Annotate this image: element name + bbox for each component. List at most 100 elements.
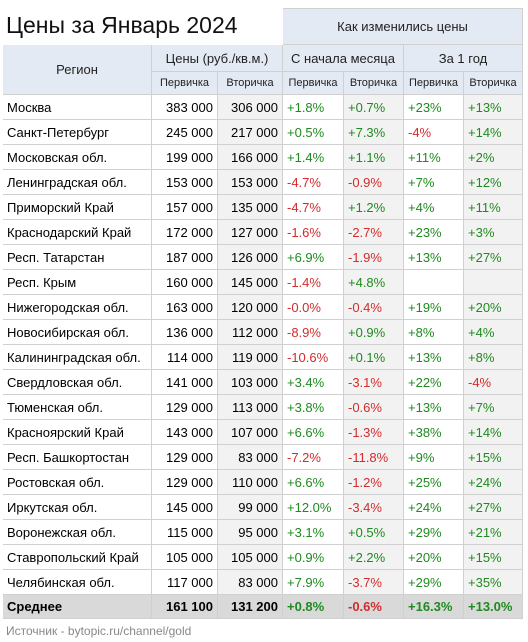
table-cell: 306 000 <box>218 95 283 120</box>
table-cell: 160 000 <box>152 270 218 295</box>
table-cell <box>404 270 464 295</box>
table-cell: +14% <box>464 120 523 145</box>
table-cell: 83 000 <box>218 445 283 470</box>
table-cell: 95 000 <box>218 520 283 545</box>
sub-header: Первичка <box>283 72 344 95</box>
sub-header: Первичка <box>152 72 218 95</box>
total-cell: 131 200 <box>218 595 283 619</box>
table-cell: +3.4% <box>283 370 344 395</box>
table-cell: +29% <box>404 570 464 595</box>
sub-header: Первичка <box>404 72 464 95</box>
title: Цены за Январь 2024 <box>6 12 238 38</box>
table-cell: +1.4% <box>283 145 344 170</box>
table-cell: Челябинская обл. <box>3 570 152 595</box>
table-cell: +23% <box>404 220 464 245</box>
table-cell: 83 000 <box>218 570 283 595</box>
table-cell: 119 000 <box>218 345 283 370</box>
table-cell: +15% <box>464 545 523 570</box>
table-cell: 115 000 <box>152 520 218 545</box>
table-cell: 163 000 <box>152 295 218 320</box>
table-cell: Ростовская обл. <box>3 470 152 495</box>
table-cell: 129 000 <box>152 470 218 495</box>
total-cell: -0.6% <box>344 595 404 619</box>
table-cell: -1.4% <box>283 270 344 295</box>
table-cell: +25% <box>404 470 464 495</box>
table-cell: 103 000 <box>218 370 283 395</box>
table-cell: Приморский Край <box>3 195 152 220</box>
table-cell: Краснодарский Край <box>3 220 152 245</box>
table-cell: -3.1% <box>344 370 404 395</box>
table-cell: +0.9% <box>283 545 344 570</box>
table-cell: +1.1% <box>344 145 404 170</box>
table-cell: +0.7% <box>344 95 404 120</box>
table-cell: 383 000 <box>152 95 218 120</box>
table-cell: +29% <box>404 520 464 545</box>
table-cell: +27% <box>464 495 523 520</box>
table-cell: Красноярский Край <box>3 420 152 445</box>
table-cell: +0.9% <box>344 320 404 345</box>
table-cell: +15% <box>464 445 523 470</box>
table-cell: -3.4% <box>344 495 404 520</box>
table-cell: +0.5% <box>344 520 404 545</box>
table-cell: +3% <box>464 220 523 245</box>
total-cell: Среднее <box>3 595 152 619</box>
table-cell: +7% <box>404 170 464 195</box>
table-cell: +6.9% <box>283 245 344 270</box>
table-cell: +12% <box>464 170 523 195</box>
total-cell: 161 100 <box>152 595 218 619</box>
table-cell: 145 000 <box>152 495 218 520</box>
table-cell: 245 000 <box>152 120 218 145</box>
table-cell: Новосибирская обл. <box>3 320 152 345</box>
table-cell: Санкт-Петербург <box>3 120 152 145</box>
table-cell: +13% <box>404 245 464 270</box>
table-cell: -4% <box>404 120 464 145</box>
table-cell: 153 000 <box>152 170 218 195</box>
table-cell: 107 000 <box>218 420 283 445</box>
table-cell: 136 000 <box>152 320 218 345</box>
total-cell: +16.3% <box>404 595 464 619</box>
table-cell: +7.3% <box>344 120 404 145</box>
table-cell: -1.9% <box>344 245 404 270</box>
table-cell: 105 000 <box>218 545 283 570</box>
table-cell: +3.8% <box>283 395 344 420</box>
table-cell: +1.8% <box>283 95 344 120</box>
column-header: Цены (руб./кв.м.) <box>152 45 283 72</box>
source: Источник - bytopic.ru/channel/gold <box>6 624 192 638</box>
table-cell: -4.7% <box>283 195 344 220</box>
table-cell: -4.7% <box>283 170 344 195</box>
table-cell: Респ. Башкортостан <box>3 445 152 470</box>
table-cell: Ставропольский Край <box>3 545 152 570</box>
table-cell: +8% <box>464 345 523 370</box>
table-cell: +0.5% <box>283 120 344 145</box>
sub-header: Вторичка <box>218 72 283 95</box>
table-cell: +8% <box>404 320 464 345</box>
table-cell: 172 000 <box>152 220 218 245</box>
table-cell: +4.8% <box>344 270 404 295</box>
table-cell: +11% <box>404 145 464 170</box>
table-cell: +35% <box>464 570 523 595</box>
table-cell: +24% <box>404 495 464 520</box>
table-cell: +13% <box>404 395 464 420</box>
table-cell: +13% <box>464 95 523 120</box>
table-cell: -0.4% <box>344 295 404 320</box>
table-cell: -0.0% <box>283 295 344 320</box>
total-cell: +0.8% <box>283 595 344 619</box>
table-cell: 153 000 <box>218 170 283 195</box>
table-cell: +20% <box>464 295 523 320</box>
table-cell: 143 000 <box>152 420 218 445</box>
table-cell: +20% <box>404 545 464 570</box>
table-cell: +2.2% <box>344 545 404 570</box>
table-cell: +6.6% <box>283 470 344 495</box>
table-cell: -7.2% <box>283 445 344 470</box>
table-cell: -8.9% <box>283 320 344 345</box>
table-cell: 120 000 <box>218 295 283 320</box>
table-cell: +24% <box>464 470 523 495</box>
total-cell: +13.0% <box>464 595 523 619</box>
table-cell: +9% <box>404 445 464 470</box>
table-cell: +21% <box>464 520 523 545</box>
table-cell: 166 000 <box>218 145 283 170</box>
table-cell: -10.6% <box>283 345 344 370</box>
table-cell: +38% <box>404 420 464 445</box>
table-cell: +2% <box>464 145 523 170</box>
